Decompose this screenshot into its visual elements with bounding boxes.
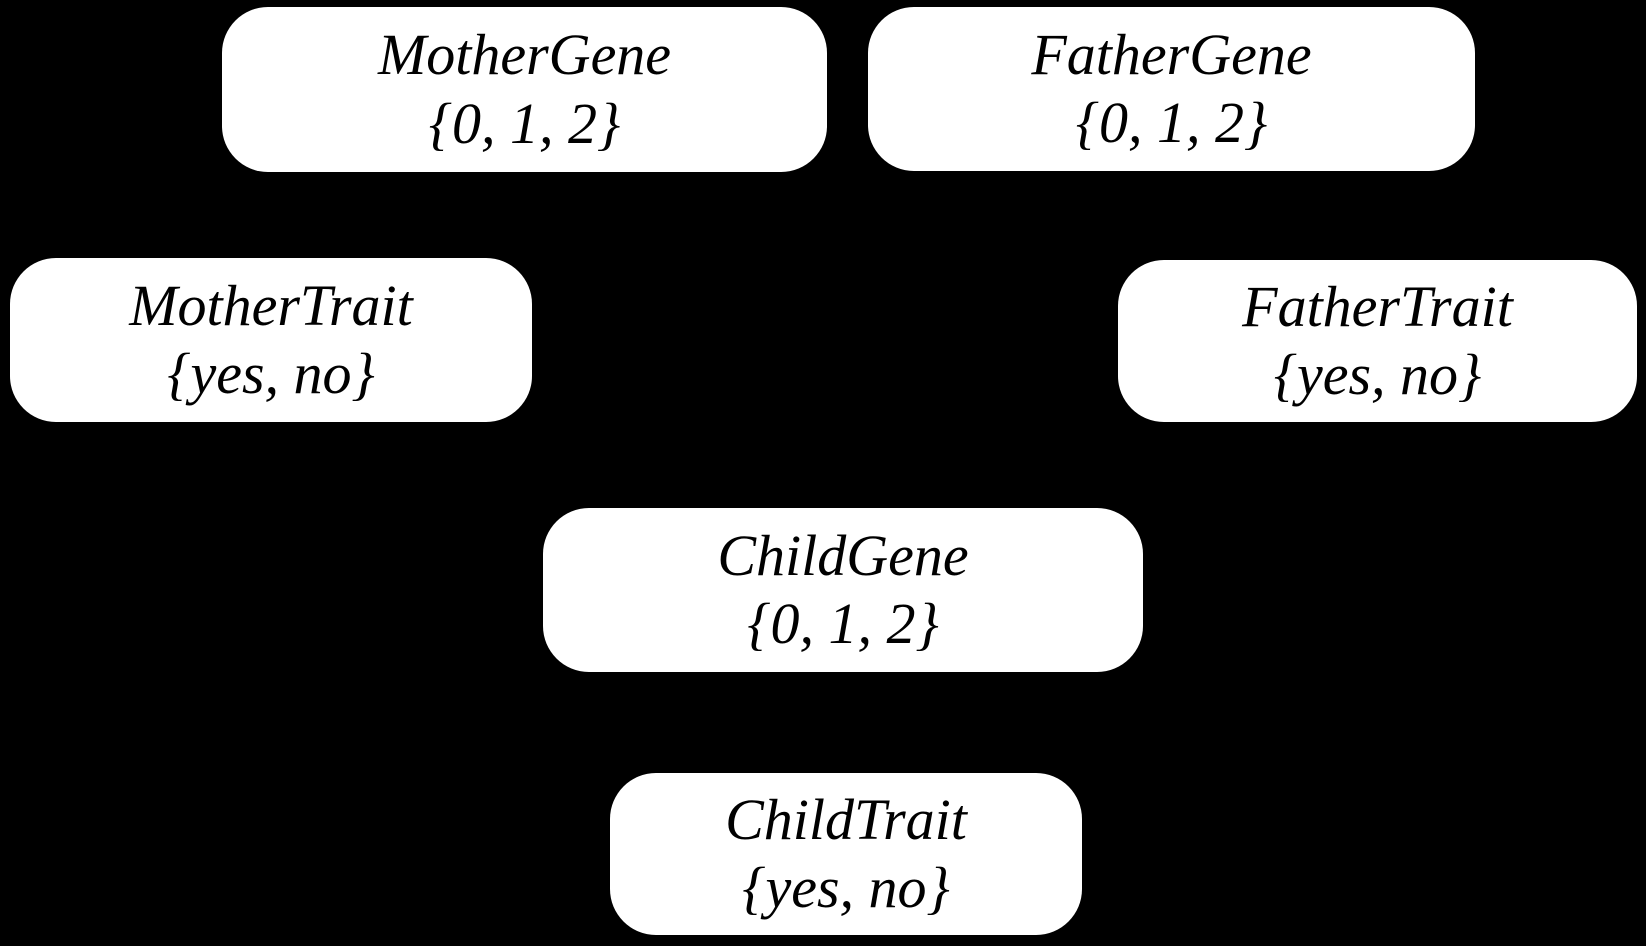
node-domain: {0, 1, 2}: [747, 591, 939, 656]
node-domain: {0, 1, 2}: [428, 90, 621, 156]
node-title: ChildTrait: [725, 786, 967, 852]
node-child-trait: ChildTrait {yes, no}: [610, 773, 1082, 935]
node-father-gene: FatherGene {0, 1, 2}: [868, 7, 1475, 171]
node-father-trait: FatherTrait {yes, no}: [1118, 260, 1637, 422]
node-title: MotherGene: [377, 22, 672, 88]
node-domain: {yes, no}: [1273, 342, 1482, 407]
node-domain: {yes, no}: [167, 341, 375, 406]
node-title: FatherTrait: [1242, 273, 1513, 339]
node-title: FatherGene: [1031, 21, 1312, 87]
node-mother-gene: MotherGene {0, 1, 2}: [222, 7, 827, 172]
node-domain: {0, 1, 2}: [1075, 90, 1268, 155]
node-title: MotherTrait: [129, 272, 413, 338]
node-child-gene: ChildGene {0, 1, 2}: [543, 508, 1143, 672]
node-domain: {yes, no}: [742, 855, 950, 920]
node-mother-trait: MotherTrait {yes, no}: [10, 258, 532, 422]
node-title: ChildGene: [717, 522, 969, 588]
